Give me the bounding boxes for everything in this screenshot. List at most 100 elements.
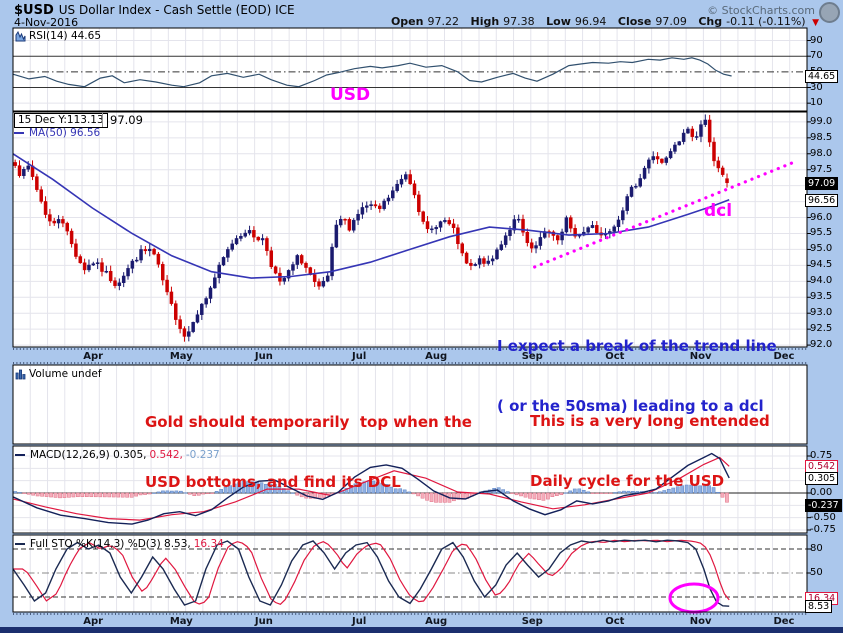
rsi-legend: RSI(14) 44.65 <box>15 30 101 42</box>
candle-body <box>78 256 83 264</box>
macd-histogram-bar <box>626 490 631 494</box>
candle-body <box>651 156 655 161</box>
candle-body <box>586 227 590 233</box>
y-axis-tick-label: 0.75 <box>810 450 833 461</box>
macd-histogram-bar <box>111 492 116 498</box>
macd-histogram-bar <box>662 490 667 494</box>
y-axis-tick-label: 94.5 <box>810 259 833 271</box>
candle-body <box>712 141 716 162</box>
crosshair-readout: 15 Dec Y:113.13 <box>14 113 108 128</box>
sto-k-line <box>12 539 730 607</box>
macd-histogram-bar <box>362 481 367 494</box>
macd-histogram-bar <box>143 492 147 495</box>
candle-body <box>104 271 109 273</box>
sto-legend-main: Full STO %K(14,3) %D(3) 8.53, <box>30 538 191 550</box>
month-label: Nov <box>689 351 712 362</box>
candle-body <box>616 219 621 228</box>
y-axis-tick-label: 30 <box>810 81 823 93</box>
macd-histogram-bar <box>389 486 394 494</box>
candle-body <box>191 322 195 332</box>
candle-body <box>260 238 265 241</box>
macd-histogram-bar <box>716 491 720 494</box>
candle-body <box>525 232 530 243</box>
candle-body <box>134 259 139 262</box>
bar-chart-icon <box>15 369 26 379</box>
y-axis-tick-label: 80 <box>810 543 823 554</box>
macd-histogram-bar <box>537 492 541 500</box>
candle-body <box>234 238 239 245</box>
candle-body <box>208 287 213 299</box>
macd-histogram-bar <box>179 490 183 494</box>
macd-histogram-bar <box>259 482 264 494</box>
macd-histogram-bar <box>35 492 40 497</box>
open-value: 97.22 <box>427 15 459 28</box>
macd-histogram-bar <box>586 491 591 494</box>
candle-body <box>304 262 308 268</box>
candle-body <box>642 167 647 179</box>
line-swatch-icon <box>15 543 25 545</box>
annotation-line: Gold should temporarily top when the <box>145 413 472 431</box>
candle-body <box>165 279 169 293</box>
macd-line <box>12 452 730 525</box>
rsi-last-value-box: 44.65 <box>805 70 839 84</box>
candle-body <box>430 228 434 231</box>
macd-histogram-bar <box>689 484 693 494</box>
macd-histogram-bar <box>138 492 143 496</box>
candle-body <box>386 197 391 202</box>
candle-body <box>126 268 130 277</box>
candle-body <box>252 230 256 238</box>
macd-histogram-bar <box>711 487 716 494</box>
candle-body <box>22 168 26 176</box>
macd-histogram-bar <box>67 492 71 498</box>
volume-legend: Volume undef <box>15 368 102 380</box>
candle-body <box>503 235 508 245</box>
candle-body <box>677 141 682 146</box>
macd-histogram-bar <box>550 492 555 497</box>
chart-header: $USD US Dollar Index - Cash Settle (EOD) … <box>14 3 295 18</box>
candle-body <box>612 226 616 232</box>
candle-body <box>564 217 569 233</box>
stockcharts-logo-icon[interactable] <box>819 2 840 23</box>
candle-body <box>265 238 269 251</box>
low-value: 96.94 <box>574 15 607 28</box>
candle-body <box>699 124 703 137</box>
macd-histogram-bar <box>125 492 129 498</box>
macd-histogram-bar <box>120 492 125 498</box>
macd-signal-line <box>12 456 730 521</box>
macd-histogram-bar <box>237 482 241 494</box>
candle-body <box>529 242 534 249</box>
month-label: Sep <box>521 616 543 627</box>
candle-body <box>443 220 447 222</box>
macd-histogram-bar <box>452 492 456 502</box>
macd-panel-border <box>12 445 808 534</box>
price-panel-border <box>12 111 808 348</box>
y-axis-tick-label: 90 <box>810 34 823 46</box>
macd-legend-signal: 0.542, <box>149 449 183 461</box>
candle-body <box>681 132 686 142</box>
candle-body <box>382 200 386 209</box>
candle-body <box>26 165 30 170</box>
rsi-line <box>12 57 732 88</box>
y-axis-tick-label: 10 <box>810 97 823 109</box>
macd-histogram-bar <box>80 492 85 497</box>
macd-histogram-bar <box>653 492 658 494</box>
month-label: Jun <box>254 351 273 362</box>
y-axis-tick-label: 96.0 <box>810 211 833 223</box>
macd-histogram-bar <box>443 492 447 503</box>
macd-histogram-bar <box>31 492 35 496</box>
y-axis-tick-label: 70 <box>810 50 823 62</box>
macd-histogram-bar <box>510 492 514 494</box>
macd-histogram-bar <box>290 492 295 494</box>
candle-body <box>221 257 226 266</box>
candle-body <box>61 219 65 224</box>
macd-histogram-bar <box>380 482 385 494</box>
candle-body <box>295 255 300 265</box>
candle-body <box>317 281 321 287</box>
macd-histogram-bar <box>657 491 662 494</box>
macd-histogram-bar <box>295 492 300 496</box>
candle-body <box>499 244 504 250</box>
macd-histogram-bar <box>62 492 67 498</box>
macd-histogram-bar <box>411 492 416 495</box>
